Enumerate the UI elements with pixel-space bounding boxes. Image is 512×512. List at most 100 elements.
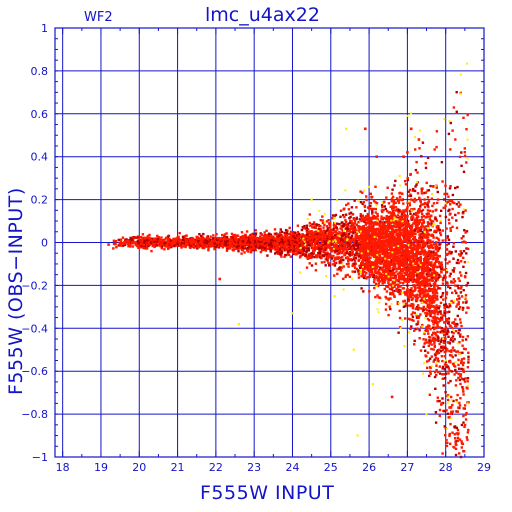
data-point: [280, 255, 283, 258]
data-point: [240, 231, 244, 234]
data-point: [185, 242, 188, 245]
data-point: [388, 305, 391, 308]
data-point: [447, 218, 451, 221]
data-point: [443, 377, 447, 380]
data-point: [357, 273, 361, 276]
data-point: [403, 249, 406, 252]
data-point: [462, 368, 465, 371]
data-point: [170, 242, 173, 246]
data-point: [387, 283, 391, 286]
data-point: [381, 282, 384, 285]
data-point: [382, 273, 385, 277]
data-point: [462, 370, 465, 373]
data-point: [340, 241, 344, 245]
data-point: [434, 270, 437, 274]
data-point: [402, 218, 405, 221]
data-point: [352, 244, 355, 247]
data-point: [445, 365, 448, 369]
data-point: [414, 232, 417, 236]
data-point: [413, 207, 416, 211]
data-point: [462, 414, 465, 418]
data-point: [347, 208, 351, 211]
data-point: [425, 341, 429, 344]
data-point: [263, 245, 267, 248]
data-point: [449, 412, 453, 415]
data-point: [444, 296, 448, 300]
data-point: [392, 233, 395, 237]
data-point: [273, 228, 277, 231]
data-point: [169, 239, 172, 242]
data-point: [391, 280, 395, 283]
data-point: [149, 241, 153, 244]
data-point: [342, 214, 345, 217]
data-point: [336, 248, 339, 251]
data-point: [376, 214, 379, 218]
data-point: [459, 373, 463, 376]
data-point: [155, 240, 159, 243]
data-point: [281, 246, 284, 249]
data-point: [434, 356, 438, 360]
data-point: [403, 251, 407, 254]
data-point: [381, 268, 385, 272]
data-point: [247, 235, 250, 238]
data-point: [284, 234, 287, 237]
data-point: [414, 327, 417, 331]
data-point: [463, 380, 467, 383]
data-point: [443, 274, 446, 277]
data-point: [344, 235, 348, 238]
data-point: [367, 217, 371, 220]
data-point: [384, 254, 387, 257]
data-point: [436, 190, 439, 194]
data-point: [329, 231, 332, 234]
data-point: [423, 198, 426, 201]
data-point: [410, 325, 413, 328]
data-point: [255, 236, 258, 240]
data-point: [398, 309, 401, 313]
data-point: [305, 246, 308, 250]
data-point: [403, 240, 407, 243]
data-point: [327, 229, 331, 233]
data-point: [341, 230, 345, 233]
data-point: [236, 234, 240, 237]
data-point: [358, 264, 361, 267]
data-point: [335, 222, 339, 225]
data-point: [454, 329, 458, 333]
data-point: [328, 226, 331, 229]
data-point: [368, 290, 371, 293]
data-point: [337, 239, 341, 242]
data-point: [313, 249, 316, 252]
data-point: [425, 228, 428, 231]
data-point: [466, 380, 469, 383]
data-point: [327, 261, 330, 264]
data-point: [217, 237, 220, 240]
data-point: [369, 229, 372, 232]
data-point: [408, 318, 412, 321]
data-point: [449, 361, 452, 364]
data-point: [409, 279, 412, 282]
data-point: [211, 244, 214, 247]
data-point: [285, 239, 289, 242]
data-point: [276, 240, 279, 243]
data-point: [409, 194, 413, 198]
data-point: [338, 260, 342, 263]
data-point: [452, 106, 456, 109]
data-point: [346, 225, 349, 228]
data-point: [315, 236, 318, 239]
data-point: [359, 266, 362, 269]
data-point: [286, 241, 289, 244]
data-point: [444, 184, 447, 187]
data-point: [324, 230, 327, 233]
data-point: [349, 215, 352, 219]
data-point: [178, 244, 182, 247]
data-point: [438, 326, 442, 329]
data-point: [315, 246, 319, 249]
data-point: [463, 147, 466, 150]
data-point: [451, 403, 454, 407]
data-point: [461, 339, 464, 342]
data-point: [410, 287, 413, 290]
data-point: [411, 251, 414, 254]
data-point: [406, 178, 409, 182]
data-point: [405, 302, 408, 305]
data-point: [153, 241, 157, 244]
data-point: [413, 236, 417, 239]
